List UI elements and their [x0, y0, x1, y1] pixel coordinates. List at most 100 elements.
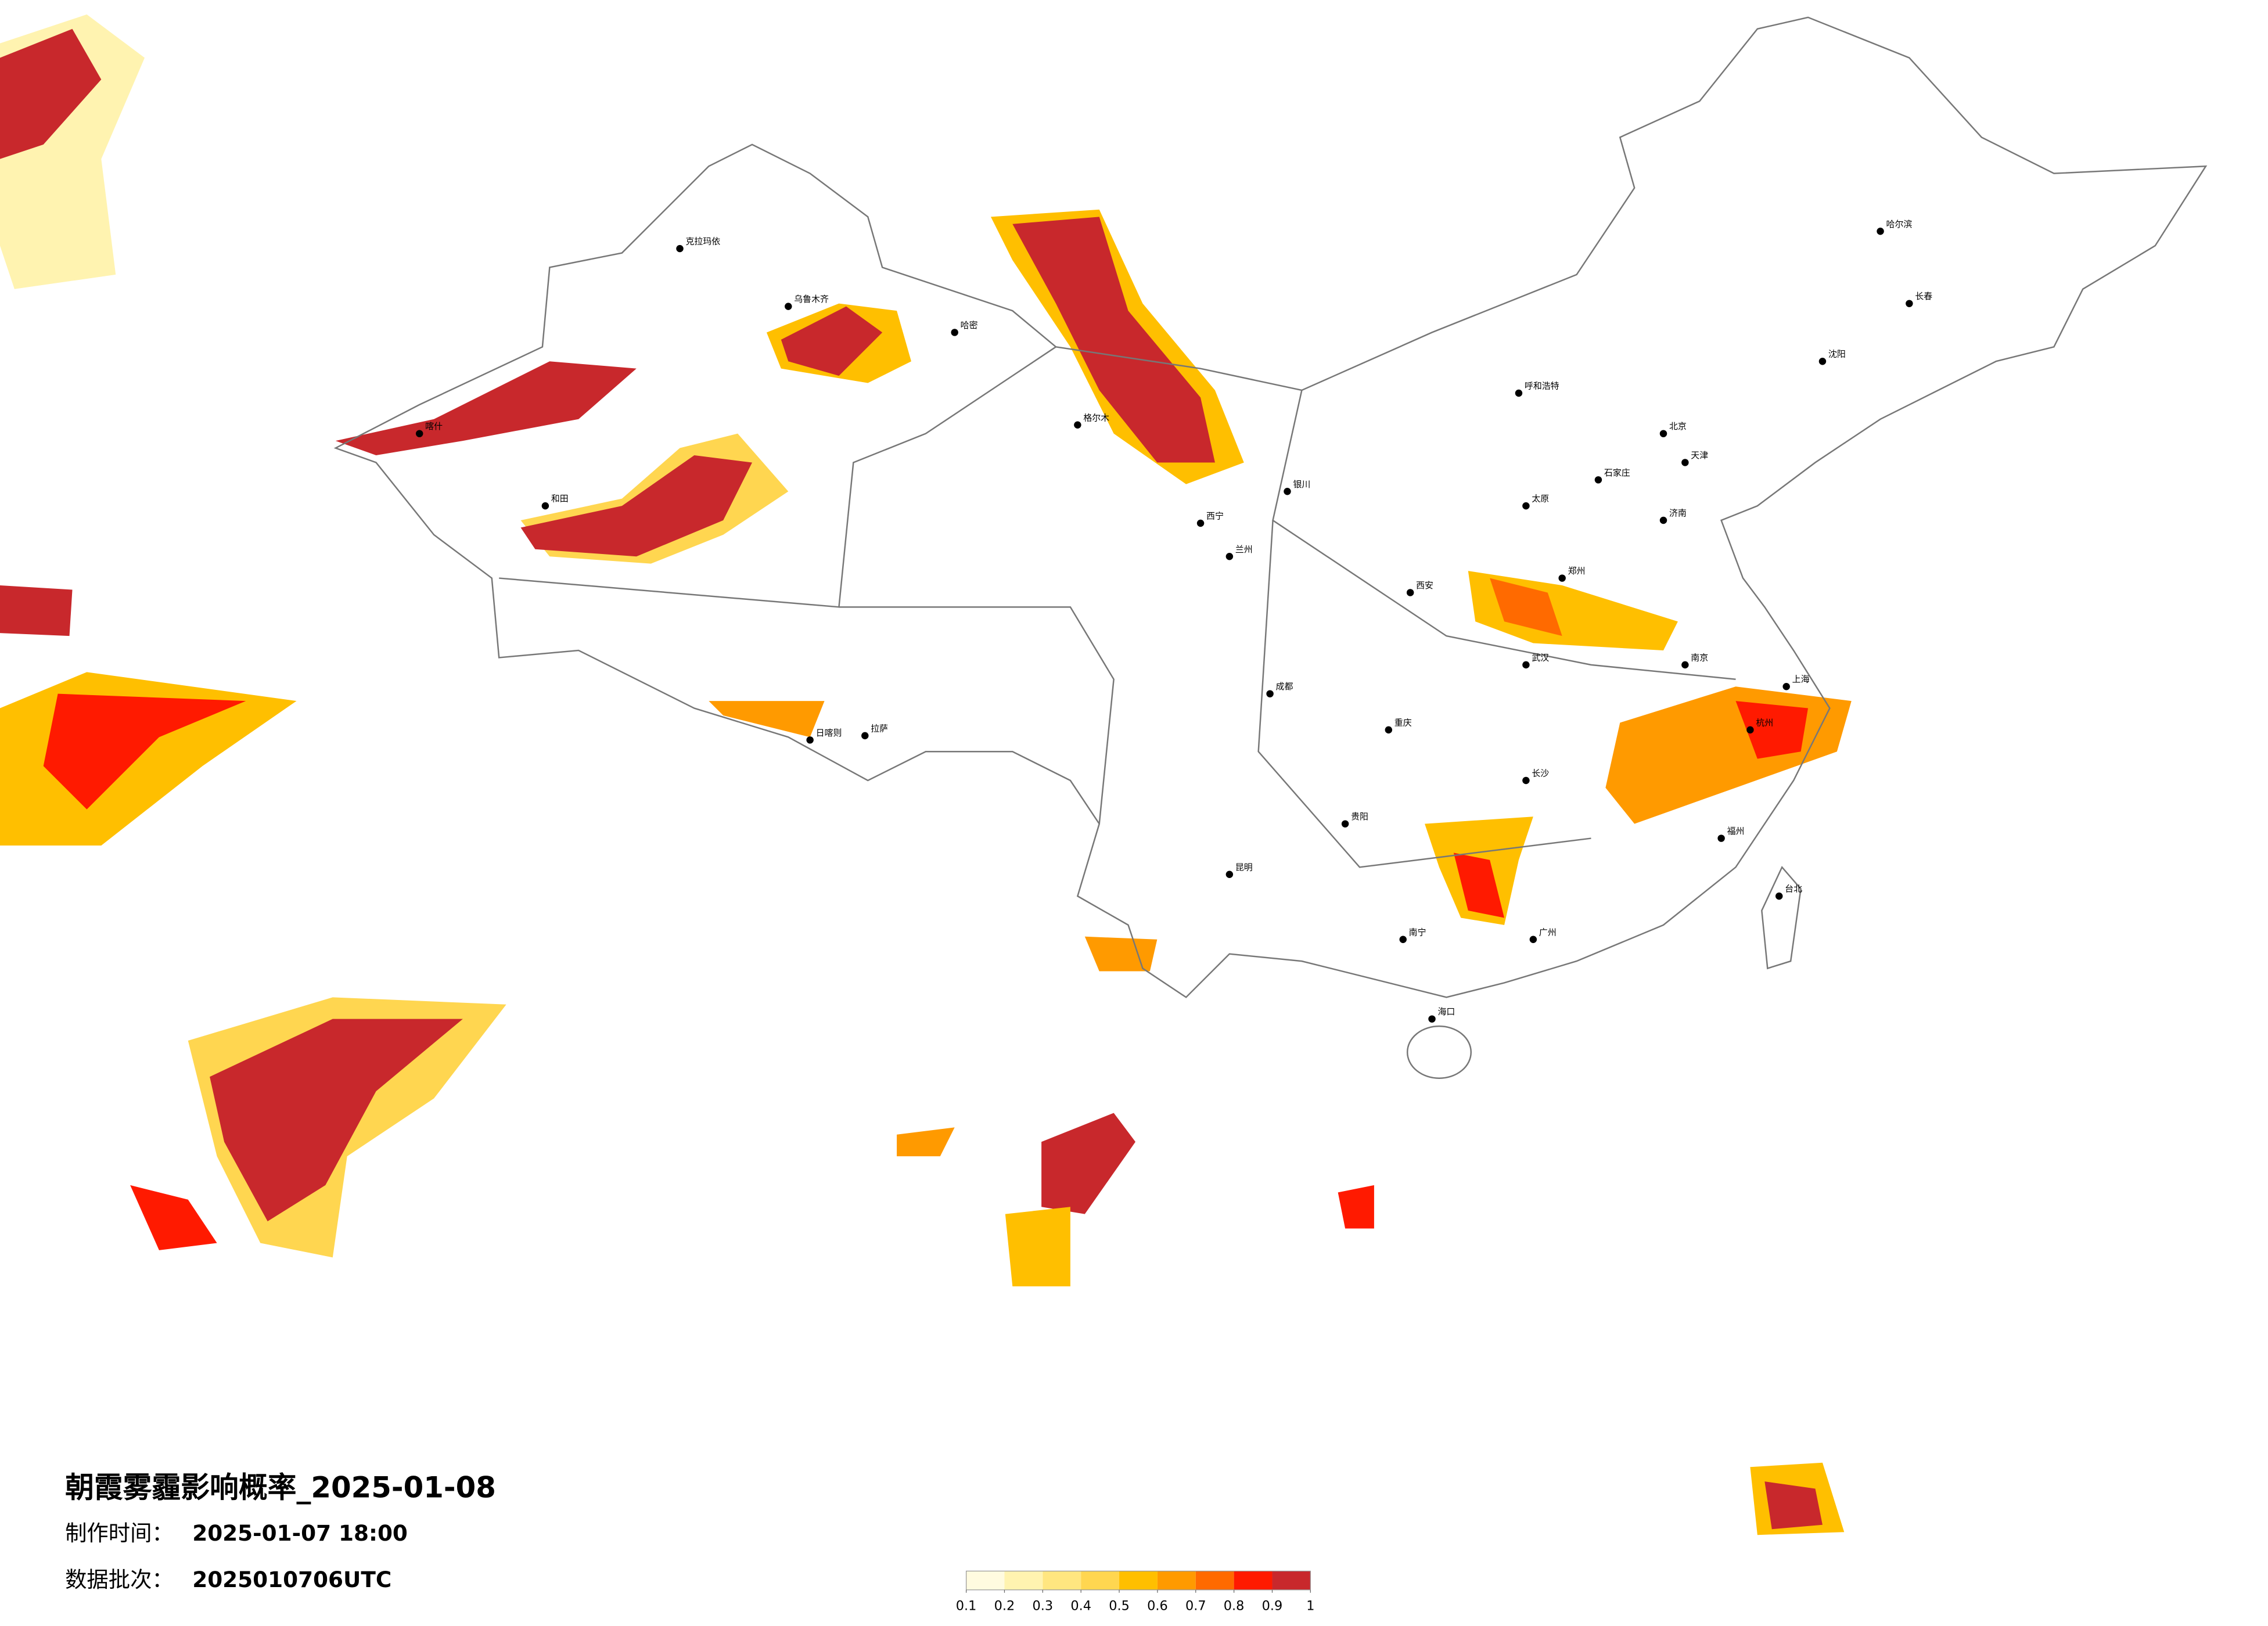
city-dot	[1074, 421, 1081, 429]
city-dot	[1341, 820, 1349, 828]
haze-area	[43, 693, 246, 810]
country-border	[333, 16, 2208, 998]
city-dot	[1522, 776, 1530, 785]
legend-tick-label: 0.7	[1185, 1599, 1206, 1614]
city-label: 南京	[1691, 652, 1708, 663]
legend-tick-label: 0.4	[1070, 1599, 1091, 1614]
city-label: 克拉玛依	[685, 236, 720, 247]
city-dot	[1558, 574, 1566, 582]
haze-area	[0, 585, 73, 636]
city-label: 哈尔滨	[1886, 219, 1913, 229]
city-label: 杭州	[1756, 717, 1773, 728]
legend-tick-label: 1	[1306, 1599, 1314, 1614]
legend-swatch	[1081, 1571, 1120, 1590]
city-label: 福州	[1727, 826, 1745, 836]
city-label: 广州	[1539, 927, 1557, 937]
haze-area	[1084, 936, 1158, 972]
city-dot	[1594, 476, 1602, 484]
city-label: 上海	[1792, 674, 1810, 685]
city-label: 台北	[1785, 884, 1802, 894]
info-value: 2025-01-07 18:00	[192, 1520, 408, 1546]
city-dot	[1529, 936, 1537, 943]
haze-area	[709, 701, 825, 738]
city-label: 呼和浩特	[1525, 381, 1559, 391]
province-border	[1257, 520, 1591, 868]
city-dot	[1515, 389, 1523, 397]
city-dot	[785, 303, 792, 310]
city-dot	[1284, 488, 1291, 495]
city-dot	[1818, 358, 1827, 365]
legend-frame	[965, 1570, 1311, 1591]
legend-swatch	[1043, 1571, 1081, 1590]
legend-swatch	[1157, 1571, 1196, 1590]
city-dot	[1681, 661, 1689, 669]
city-dot	[951, 329, 958, 336]
province-border	[839, 606, 1115, 824]
haze-area	[1735, 701, 1809, 759]
legend-swatch	[1234, 1571, 1273, 1590]
city-label: 重庆	[1394, 717, 1412, 728]
haze-area	[130, 1185, 217, 1250]
city-dot	[1906, 300, 1913, 307]
city-dot	[415, 430, 423, 437]
city-label: 喀什	[425, 421, 443, 431]
city-dot	[1225, 553, 1234, 560]
haze-area	[520, 455, 753, 557]
city-dot	[1681, 459, 1689, 466]
legend-tick-label: 0.3	[1033, 1599, 1054, 1614]
legend-tick-label: 0.5	[1109, 1599, 1130, 1614]
city-dot	[861, 732, 869, 740]
legend-swatch	[1119, 1571, 1158, 1590]
haze-area	[335, 361, 637, 455]
city-label: 日喀则	[816, 728, 842, 738]
city-label: 太原	[1532, 494, 1549, 504]
city-label: 天津	[1691, 450, 1708, 461]
city-dot	[1225, 870, 1234, 878]
city-label: 兰州	[1235, 544, 1253, 555]
legend-tick-label: 0.9	[1262, 1599, 1283, 1614]
info-value: 2025010706UTC	[192, 1567, 391, 1592]
city-label: 西宁	[1206, 511, 1224, 521]
haze-area	[1490, 578, 1562, 636]
city-label: 海口	[1437, 1006, 1455, 1017]
city-label: 昆明	[1235, 862, 1253, 872]
city-dot	[1522, 502, 1530, 510]
city-dot	[1406, 589, 1414, 596]
info-label: 数据批次：	[65, 1567, 174, 1592]
province-border	[499, 346, 1056, 608]
haze-area	[1338, 1185, 1374, 1229]
haze-area	[0, 28, 102, 159]
city-label: 长沙	[1532, 768, 1549, 779]
legend: 0.1 0.2 0.3 0.4 0.5 0.6 0.7 0.8 0.9 1	[956, 1570, 1314, 1614]
city-label: 哈密	[961, 320, 978, 330]
city-dot	[1877, 228, 1884, 235]
city-dot	[1782, 683, 1790, 690]
city-label: 格尔木	[1083, 412, 1109, 423]
city-label: 贵阳	[1351, 811, 1368, 822]
haze-area	[1005, 1207, 1070, 1287]
city-label: 郑州	[1568, 566, 1586, 576]
city-dot	[541, 502, 549, 510]
haze-area	[1453, 852, 1505, 918]
taiwan-border	[1761, 866, 1802, 970]
haze-area	[210, 1019, 463, 1222]
city-label: 乌鲁木齐	[794, 294, 829, 304]
haze-area	[1764, 1481, 1823, 1530]
city-dot	[1196, 519, 1205, 527]
city-label: 石家庄	[1604, 467, 1630, 478]
city-label: 成都	[1276, 681, 1293, 692]
city-dot	[1659, 516, 1667, 524]
legend-tick-label: 0.6	[1147, 1599, 1168, 1614]
city-dot	[1522, 661, 1530, 669]
legend-tick-label: 0.8	[1224, 1599, 1245, 1614]
map-title: 朝霞雾霾影响概率_2025-01-08	[65, 1471, 496, 1505]
haze-area	[1041, 1113, 1135, 1214]
city-dot	[1659, 430, 1667, 437]
haze-area	[1012, 217, 1215, 463]
hainan-border	[1406, 1025, 1472, 1079]
city-dot	[1399, 936, 1407, 943]
city-dot	[1385, 726, 1393, 734]
legend-swatch	[1272, 1571, 1311, 1590]
